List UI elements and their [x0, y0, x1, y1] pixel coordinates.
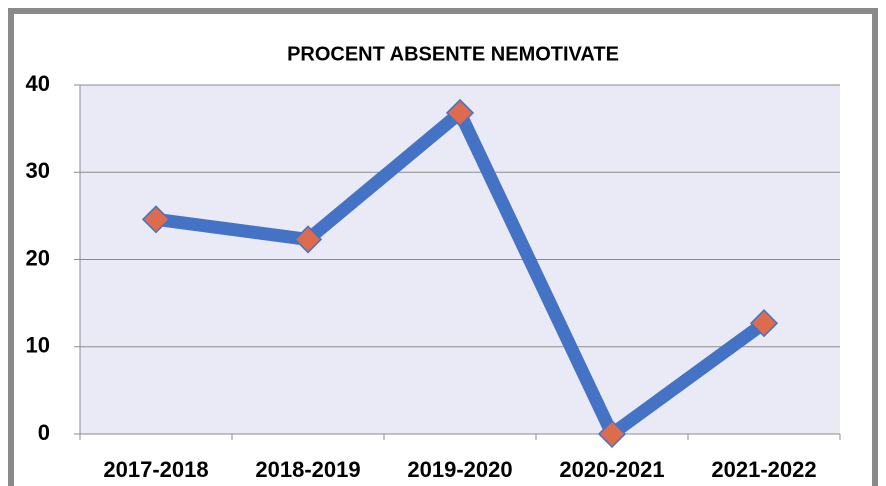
- point-marker: [597, 419, 627, 449]
- y-tick-label: 40: [26, 71, 50, 96]
- point-marker: [749, 309, 779, 338]
- y-tick-label: 30: [26, 158, 50, 183]
- x-tick-label: 2021-2022: [711, 457, 816, 482]
- point-marker: [293, 225, 323, 254]
- point-marker: [445, 98, 475, 127]
- y-tick-label: 0: [38, 420, 50, 445]
- x-tick-label: 2020-2021: [559, 457, 664, 482]
- x-tick-label: 2017-2018: [103, 457, 208, 482]
- point-marker: [141, 205, 171, 234]
- chart-title: PROCENT ABSENTE NEMOTIVATE: [287, 43, 619, 65]
- y-tick-label: 20: [26, 245, 50, 270]
- x-tick-label: 2019-2020: [407, 457, 512, 482]
- y-tick-label: 10: [26, 333, 50, 358]
- x-tick-label: 2018-2019: [255, 457, 360, 482]
